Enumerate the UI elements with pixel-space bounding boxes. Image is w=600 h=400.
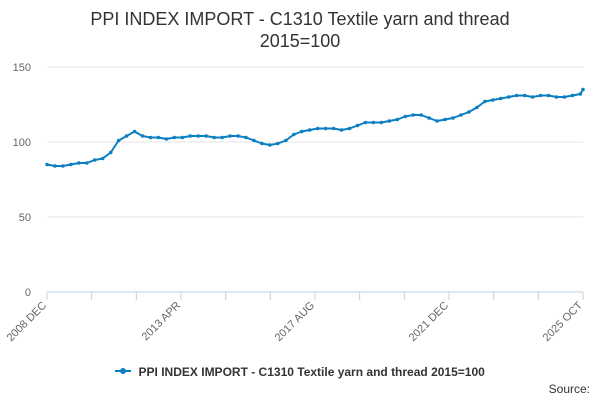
data-point (252, 138, 256, 143)
x-tick-label: 2021 DEC (407, 300, 451, 344)
data-point (299, 129, 304, 134)
data-point (77, 161, 81, 165)
data-point (427, 116, 431, 120)
data-point (268, 143, 272, 147)
data-point (196, 134, 201, 138)
y-tick-label: 50 (19, 212, 31, 224)
y-tick-label: 0 (25, 287, 31, 299)
data-point (148, 135, 153, 140)
data-point (45, 162, 49, 167)
data-point (570, 93, 575, 98)
data-point (220, 135, 224, 140)
data-point (347, 126, 352, 131)
x-tick-label: 2013 APR (140, 300, 184, 344)
data-point (236, 134, 240, 138)
data-point (331, 126, 336, 131)
data-point (172, 135, 177, 140)
data-point (323, 126, 328, 131)
data-point (514, 93, 519, 98)
series-line (46, 88, 584, 167)
data-point (108, 150, 113, 155)
data-point (276, 141, 280, 146)
data-point (140, 134, 145, 138)
data-point (387, 119, 392, 123)
data-point (132, 129, 137, 134)
y-tick-label: 150 (13, 62, 31, 74)
data-point (451, 116, 455, 120)
data-point (363, 120, 368, 125)
data-point (244, 135, 248, 140)
data-point (419, 113, 423, 117)
x-tick-label: 2008 DEC (5, 300, 49, 344)
data-point (581, 87, 585, 92)
data-point (530, 95, 535, 99)
data-point (69, 162, 73, 167)
data-point (506, 95, 511, 99)
data-point (371, 120, 376, 125)
data-point (490, 98, 495, 102)
data-point (411, 113, 415, 117)
data-point (204, 134, 209, 138)
data-point (467, 110, 471, 114)
data-point (355, 123, 360, 128)
data-point (379, 120, 384, 125)
data-point (291, 132, 296, 137)
data-point (156, 135, 161, 140)
data-point (339, 128, 344, 132)
legend-label: PPI INDEX IMPORT - C1310 Textile yarn an… (138, 365, 485, 379)
data-point (498, 96, 503, 101)
x-tick-label: 2017 AUG (273, 300, 317, 344)
data-point (554, 95, 559, 99)
data-point (315, 126, 320, 131)
data-point (188, 134, 193, 138)
data-point (475, 105, 479, 110)
source-label: Source: (548, 382, 590, 396)
data-point (124, 134, 129, 138)
chart-title-main: PPI INDEX IMPORT - C1310 Textile yarn an… (90, 9, 510, 29)
data-point (116, 138, 121, 143)
legend[interactable]: PPI INDEX IMPORT - C1310 Textile yarn an… (0, 365, 600, 379)
x-tick-label: 2025 OCT (541, 299, 586, 344)
data-point (100, 156, 105, 161)
data-point (483, 99, 487, 104)
data-point (85, 161, 89, 165)
data-point (180, 135, 185, 140)
data-point (443, 117, 447, 122)
data-point (164, 137, 169, 141)
data-point (260, 141, 264, 146)
data-point (61, 164, 65, 168)
data-point (538, 93, 543, 98)
data-point (228, 134, 232, 138)
data-point (92, 158, 97, 162)
data-point (284, 138, 288, 143)
chart-title-sub: 2015=100 (259, 31, 341, 51)
legend-swatch-icon (115, 367, 132, 374)
data-point (562, 95, 567, 99)
data-point (307, 128, 312, 132)
data-point (435, 119, 439, 123)
data-point (522, 93, 527, 98)
data-point (546, 93, 551, 98)
y-tick-label: 100 (13, 137, 31, 149)
data-point (459, 113, 463, 117)
data-point (395, 117, 400, 122)
chart-title: PPI INDEX IMPORT - C1310 Textile yarn an… (0, 8, 600, 52)
data-point (53, 164, 57, 168)
data-point (212, 135, 216, 140)
data-point (403, 114, 408, 119)
data-point (578, 92, 583, 96)
